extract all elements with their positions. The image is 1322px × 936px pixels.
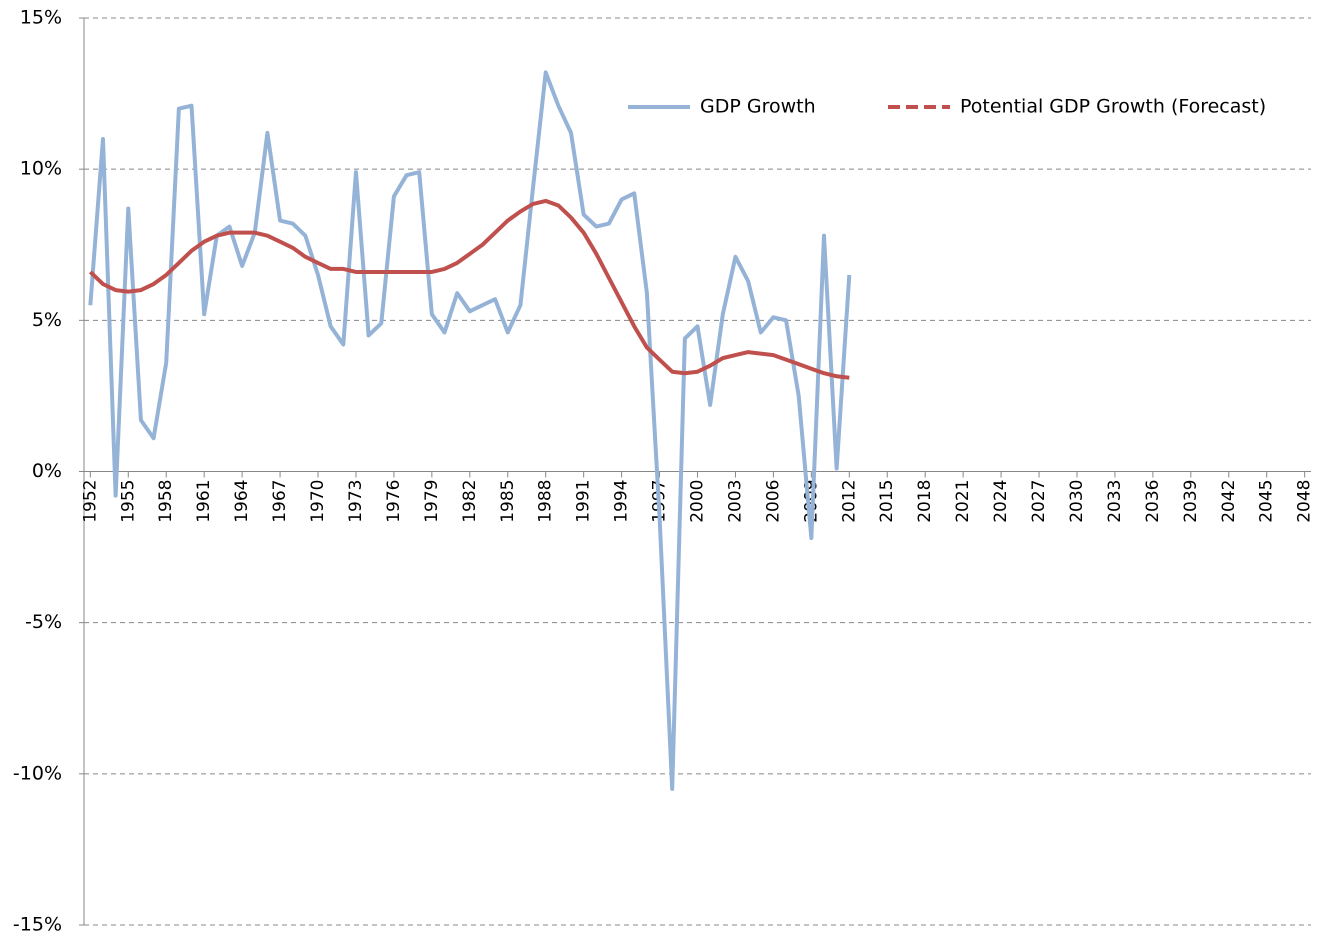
x-tick-label: 1964	[232, 480, 252, 523]
x-tick-label: 1976	[384, 480, 404, 523]
x-tick-label: 2000	[688, 480, 708, 523]
y-tick-label: 15%	[20, 7, 62, 29]
x-tick-label: 1991	[574, 480, 594, 523]
x-tick-label: 2045	[1257, 480, 1277, 523]
x-tick-label: 1967	[270, 480, 290, 523]
x-tick-label: 2003	[725, 480, 745, 523]
x-tick-label: 2012	[839, 480, 859, 523]
x-tick-label: 2042	[1219, 480, 1239, 523]
x-tick-label: 2027	[1029, 480, 1049, 523]
x-tick-label: 2024	[991, 480, 1011, 523]
series-line	[88, 198, 850, 380]
x-tick-label: 1961	[194, 480, 214, 523]
x-tick-label: 1973	[346, 480, 366, 523]
y-tick-label: 10%	[20, 158, 62, 180]
x-tick-label: 2021	[953, 480, 973, 523]
x-tick-label: 2048	[1295, 480, 1315, 523]
x-tick-label: 2018	[915, 480, 935, 523]
legend-label: Potential GDP Growth (Forecast)	[960, 96, 1266, 118]
x-tick-label: 1982	[460, 480, 480, 523]
y-tick-label: 0%	[32, 460, 62, 482]
x-tick-label: 1952	[80, 480, 100, 523]
legend-label: GDP Growth	[700, 96, 816, 118]
x-tick-label: 1979	[422, 480, 442, 523]
x-tick-label: 2015	[877, 480, 897, 523]
x-tick-label: 1970	[308, 480, 328, 523]
x-tick-label: 2030	[1067, 480, 1087, 523]
x-tick-label: 2039	[1181, 480, 1201, 523]
x-tick-label: 2036	[1143, 480, 1163, 523]
x-tick-label: 2006	[763, 480, 783, 523]
y-tick-label: 5%	[32, 309, 62, 331]
x-tick-label: 1985	[498, 479, 518, 522]
x-tick-label: 1988	[536, 480, 556, 523]
y-tick-label: -5%	[25, 611, 62, 633]
y-tick-label: -10%	[13, 762, 62, 784]
y-tick-label: -15%	[13, 914, 62, 936]
series-line	[88, 70, 852, 791]
x-tick-label: 1994	[612, 480, 632, 523]
x-tick-label: 2033	[1105, 480, 1125, 523]
x-tick-label: 1958	[156, 480, 176, 523]
x-tick-label: 1955	[118, 480, 138, 523]
